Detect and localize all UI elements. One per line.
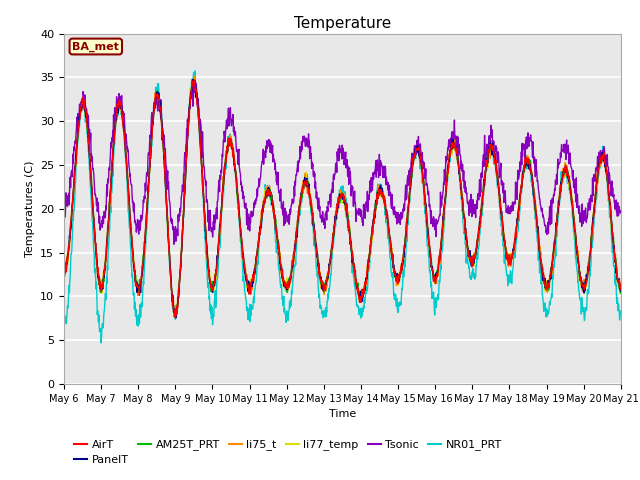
Legend: AirT, PanelT, AM25T_PRT, li75_t, li77_temp, Tsonic, NR01_PRT: AirT, PanelT, AM25T_PRT, li75_t, li77_te… — [70, 435, 506, 469]
Title: Temperature: Temperature — [294, 16, 391, 31]
Text: BA_met: BA_met — [72, 41, 119, 52]
X-axis label: Time: Time — [329, 409, 356, 419]
Y-axis label: Temperatures (C): Temperatures (C) — [24, 160, 35, 257]
